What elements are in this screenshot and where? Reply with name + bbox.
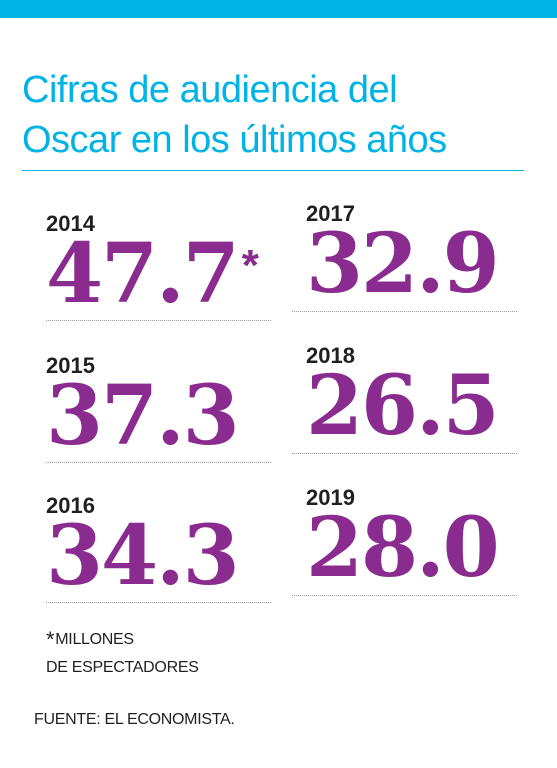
note-line-1: MILLONES — [55, 631, 134, 648]
title-line-2: Oscar en los últimos años — [22, 119, 447, 162]
asterisk-marker: * — [241, 241, 259, 290]
value-label: 47.7* — [46, 226, 259, 322]
page-title: Cifras de audiencia del Oscar en los últ… — [22, 65, 542, 165]
dotted-divider — [292, 595, 517, 596]
dotted-divider — [46, 602, 271, 603]
value-label: 32.9 — [306, 216, 500, 312]
stat-2017: 2017 32.9 — [292, 201, 517, 312]
stat-2018: 2018 26.5 — [292, 343, 517, 454]
year-label: 2019 — [306, 485, 355, 510]
source-credit: FUENTE: EL ECONOMISTA. — [34, 711, 235, 728]
dotted-divider — [46, 320, 271, 321]
value-label: 34.3 — [46, 508, 240, 604]
note-line-2: DE ESPECTADORES — [46, 659, 199, 676]
dotted-divider — [292, 453, 517, 454]
dotted-divider — [46, 462, 271, 463]
stat-2016: 2016 34.3 — [46, 493, 271, 604]
year-label: 2017 — [306, 201, 355, 226]
year-label: 2014 — [46, 211, 95, 236]
year-label: 2015 — [46, 353, 95, 378]
value-label: 28.0 — [306, 500, 500, 596]
value-label: 26.5 — [306, 358, 500, 454]
value-label: 37.3 — [46, 368, 240, 464]
stat-2014: 2014 47.7* — [46, 211, 271, 322]
dotted-divider — [292, 311, 517, 312]
units-note: *MILLONES DE ESPECTADORES — [46, 626, 199, 682]
title-line-1: Cifras de audiencia del — [22, 69, 398, 112]
top-accent-bar — [0, 0, 557, 18]
note-asterisk: * — [46, 627, 55, 652]
title-divider — [22, 170, 524, 171]
stat-2015: 2015 37.3 — [46, 353, 271, 464]
year-label: 2016 — [46, 493, 95, 518]
year-label: 2018 — [306, 343, 355, 368]
stat-2019: 2019 28.0 — [292, 485, 517, 596]
